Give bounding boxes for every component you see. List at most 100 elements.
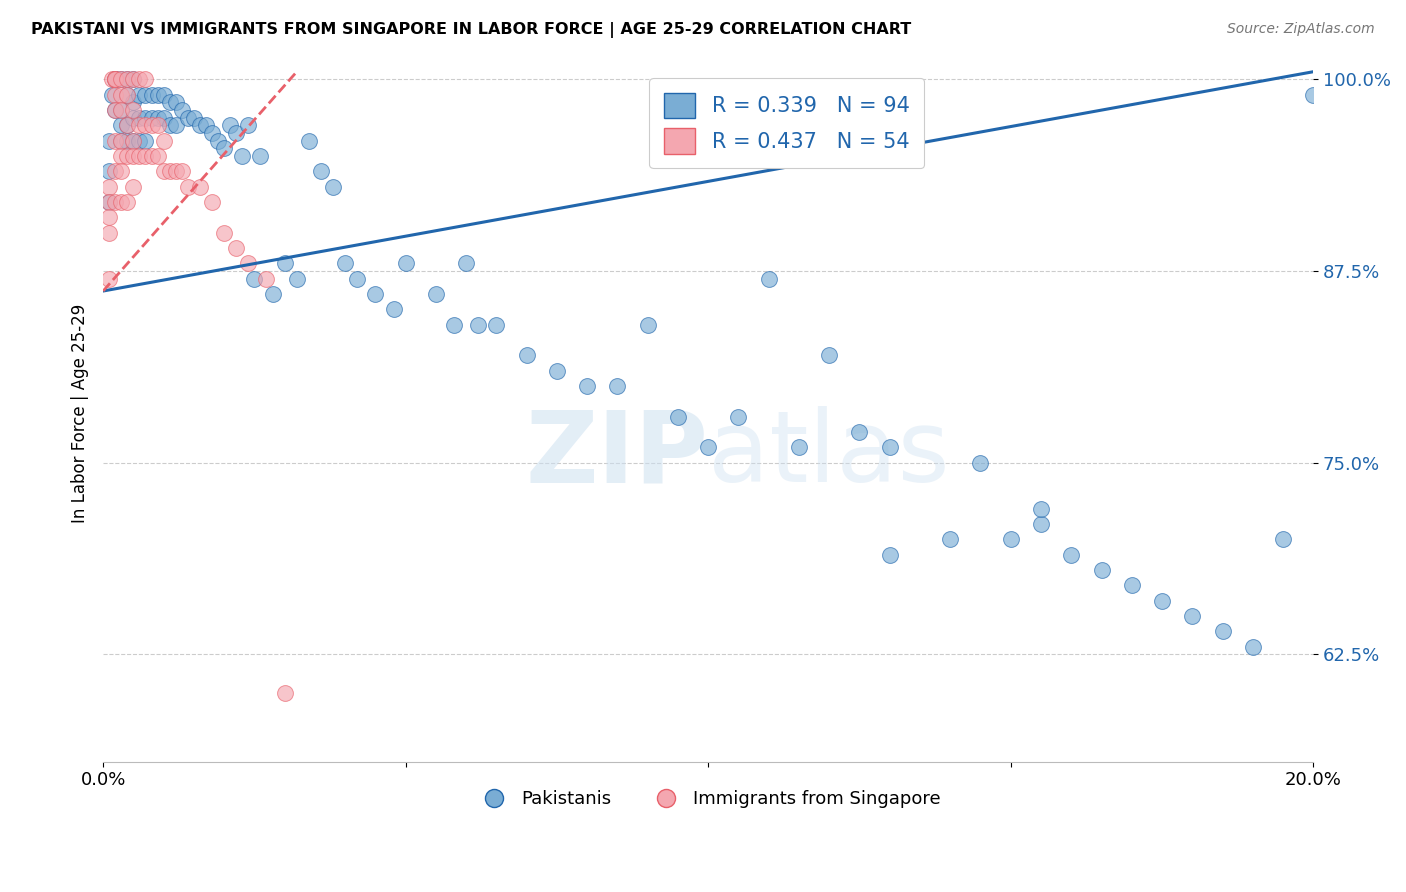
Point (104, 72, 127, 87)
Point (122, 179, 145, 194)
Point (104, 164, 127, 178)
Point (104, 103, 127, 117)
Point (128, 87, 150, 102)
Point (122, 72, 145, 87)
Point (485, 318, 508, 332)
Point (697, 441, 720, 455)
Point (146, 111, 169, 125)
Point (285, 271, 308, 285)
Point (1090, 563, 1112, 577)
Point (128, 72, 150, 87)
Point (98, 179, 121, 194)
Point (117, 149, 139, 163)
Point (1000, 533, 1022, 547)
Point (104, 72, 127, 87)
Point (146, 87, 169, 102)
Point (104, 72, 127, 87)
Point (110, 119, 132, 133)
Point (110, 72, 132, 87)
Point (98, 226, 121, 240)
Point (104, 87, 127, 102)
Point (637, 318, 659, 332)
Point (516, 348, 538, 362)
Point (141, 119, 163, 133)
Point (879, 441, 901, 455)
Point (188, 179, 211, 194)
Point (188, 119, 211, 133)
Point (101, 72, 124, 87)
Point (146, 119, 169, 133)
Point (170, 103, 193, 117)
Point (134, 72, 156, 87)
Point (122, 72, 145, 87)
Point (243, 271, 266, 285)
Point (134, 111, 156, 125)
Point (758, 271, 780, 285)
Text: atlas: atlas (709, 406, 950, 503)
Point (309, 164, 332, 178)
Point (969, 456, 991, 470)
Point (666, 409, 689, 424)
Point (134, 87, 156, 102)
Point (98, 164, 121, 178)
Point (346, 271, 368, 285)
Point (117, 87, 139, 102)
Point (141, 87, 163, 102)
Point (1150, 593, 1173, 607)
Point (117, 195, 139, 210)
Point (219, 119, 242, 133)
Point (195, 119, 218, 133)
Point (425, 287, 447, 301)
Point (117, 72, 139, 87)
Point (467, 318, 489, 332)
Point (117, 72, 139, 87)
Point (134, 149, 156, 163)
Point (128, 119, 150, 133)
Point (456, 256, 478, 270)
Point (98, 211, 121, 225)
Point (104, 195, 127, 210)
Point (262, 287, 284, 301)
Point (727, 409, 749, 424)
Point (273, 256, 295, 270)
Point (298, 134, 321, 148)
Point (98, 134, 121, 148)
Point (382, 302, 405, 317)
Point (165, 119, 187, 133)
Point (152, 87, 174, 102)
Point (122, 134, 145, 148)
Point (110, 103, 132, 117)
Point (122, 95, 145, 110)
Point (159, 164, 181, 178)
Point (117, 87, 139, 102)
Point (364, 287, 387, 301)
Point (1029, 501, 1052, 516)
Point (122, 111, 145, 125)
Point (238, 119, 260, 133)
Point (249, 149, 271, 163)
Point (110, 134, 132, 148)
Point (165, 164, 187, 178)
Point (546, 364, 568, 378)
Point (122, 103, 145, 117)
Point (177, 111, 200, 125)
Point (273, 686, 295, 700)
Point (110, 164, 132, 178)
Point (443, 318, 465, 332)
Point (141, 149, 163, 163)
Point (212, 141, 235, 155)
Point (177, 179, 200, 194)
Point (1181, 609, 1204, 624)
Point (201, 126, 224, 140)
Point (1272, 533, 1295, 547)
Point (134, 134, 156, 148)
Point (159, 95, 181, 110)
Point (1121, 578, 1143, 592)
Point (110, 149, 132, 163)
Legend: Pakistanis, Immigrants from Singapore: Pakistanis, Immigrants from Singapore (470, 783, 948, 815)
Point (787, 441, 810, 455)
Point (183, 111, 205, 125)
Point (104, 134, 127, 148)
Point (212, 226, 235, 240)
Point (170, 164, 193, 178)
